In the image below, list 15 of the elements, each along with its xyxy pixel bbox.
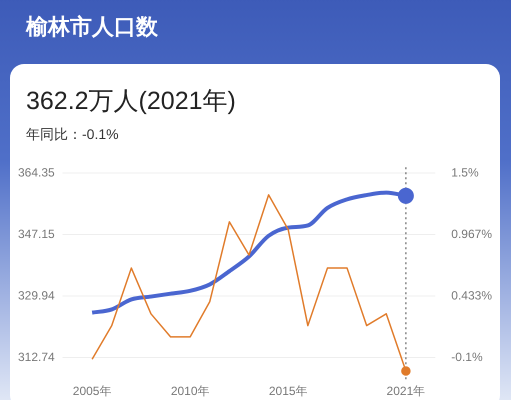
x-tick-label: 2021年 (386, 384, 426, 398)
chart-subtitle: 362.2万人(2021年) (26, 86, 236, 117)
y-tick-label: 364.35 (18, 165, 56, 180)
y2-tick-label: 0.433% (451, 288, 492, 302)
y2-tick-label: 0.967% (451, 226, 492, 241)
y2-tick-label: 1.5% (451, 165, 479, 180)
y-tick-label: 312.74 (18, 350, 56, 364)
y2-tick-label: -0.1% (451, 350, 483, 364)
y-tick-label: 347.15 (18, 226, 56, 241)
chart-title: 榆林市人口数 (26, 13, 158, 41)
x-tick-label: 2010年 (170, 384, 210, 398)
y-tick-label: 329.94 (18, 288, 56, 302)
x-tick-label: 2005年 (72, 384, 112, 398)
x-tick-label: 2015年 (268, 384, 308, 398)
text: 年同比：-0.1% (26, 126, 119, 144)
